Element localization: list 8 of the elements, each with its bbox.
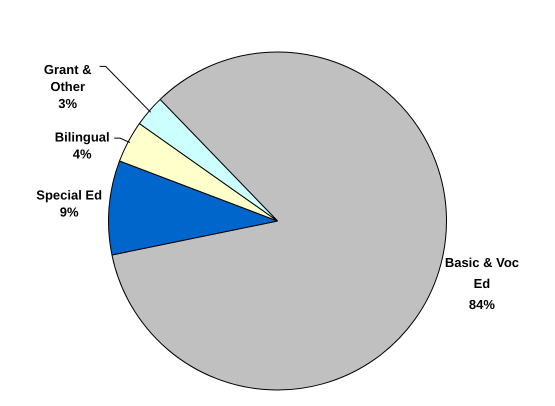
slice-label: Grant & Other — [44, 62, 92, 94]
slice-label: Basic & Voc Ed — [444, 254, 520, 291]
slice-label: Special Ed — [36, 187, 102, 202]
slice-label: Bilingual — [54, 130, 110, 145]
data-label: 84% — [468, 296, 496, 312]
data-label: 9% — [60, 204, 80, 220]
data-label: 4% — [72, 146, 92, 162]
data-label: 3% — [58, 96, 78, 111]
